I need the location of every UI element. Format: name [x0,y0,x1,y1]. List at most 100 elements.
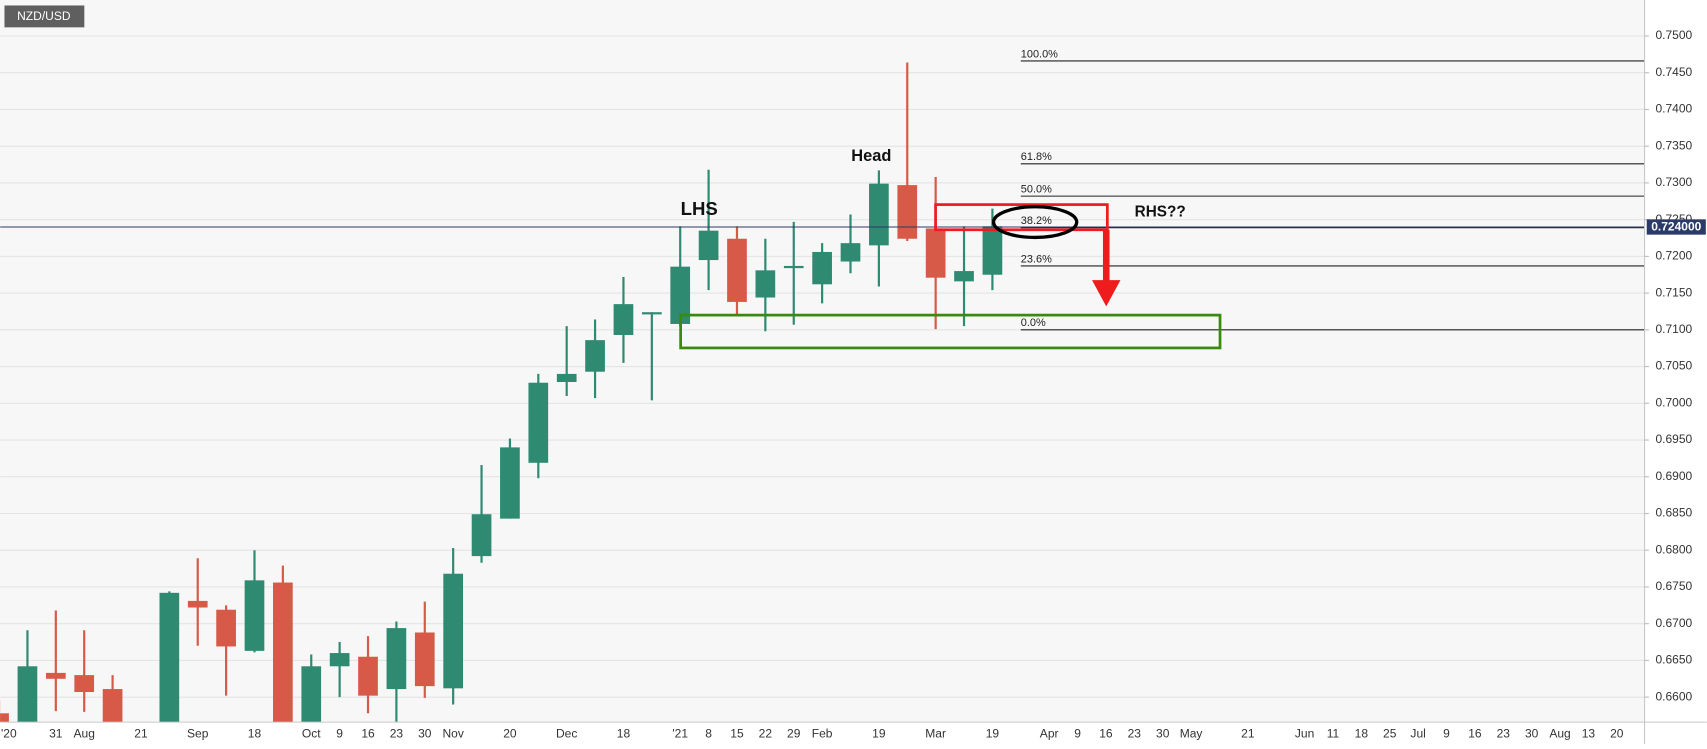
candle-body [556,373,577,382]
candle-body [74,675,95,692]
x-tick-label: 9 [1074,726,1081,740]
x-tick-label: Aug [1549,726,1570,740]
candle-body [386,628,407,690]
x-tick-label: 16 [1099,726,1113,740]
highlight-ellipse [991,205,1079,240]
y-tick-label: 0.6900 [1655,469,1692,483]
x-tick-label: 30 [1156,726,1170,740]
candle-body [273,582,293,723]
candle-body [187,600,208,608]
x-tick-label: Apr [1040,726,1059,740]
candle-body [755,270,776,298]
symbol-badge [4,5,85,28]
candle-body [727,238,747,302]
x-tick-label: 16 [361,726,375,740]
y-tick-label: 0.7100 [1655,322,1692,336]
x-tick-label: 30 [1525,726,1539,740]
candle-body [159,592,180,723]
x-tick-label: 22 [759,726,773,740]
x-tick-label: 25 [1383,726,1397,740]
candle-body [585,340,605,372]
support-box [679,313,1222,350]
x-tick-label: May [1180,726,1203,740]
fib-label: 61.8% [1021,151,1052,163]
x-tick-label: 18 [248,726,262,740]
x-tick-label: 19 [872,726,886,740]
candle-body [528,382,549,463]
overlay: LHS Head RHS?? [679,147,1222,350]
fib-label: 100.0% [1021,48,1058,60]
x-tick-label: Aug [74,726,95,740]
x-tick-label: 29 [787,726,801,740]
candle-body [869,183,889,246]
x-tick-label: Mar [925,726,946,740]
y-tick-label: 0.6950 [1655,432,1692,446]
annotation: Head [851,147,891,165]
x-tick-label: 21 [1241,726,1255,740]
candle-body [471,514,492,557]
candle-body [45,672,66,679]
candle-body [329,653,350,667]
x-tick-label: Nov [442,726,463,740]
y-tick-label: 0.7350 [1655,138,1692,152]
x-tick-label: Jun [1295,726,1314,740]
x-tick-label: 23 [1497,726,1511,740]
x-tick-label: Feb [812,726,833,740]
y-tick-label: 0.7300 [1655,175,1692,189]
x-tick-label: Jul [1410,726,1425,740]
candle-body [641,312,662,315]
current-price-label: 0.724000 [1651,220,1701,234]
y-tick-label: 0.7200 [1655,249,1692,263]
candle-body [358,656,378,696]
resistance-box [934,203,1109,232]
candle-body [840,243,861,262]
fibonacci: 100.0% 61.8% 50.0% 38.2% 23.6% 0.0% [1020,48,1645,331]
x-tick-label: 30 [418,726,432,740]
fib-label: 0.0% [1021,317,1046,329]
candle-body [216,609,236,647]
annotation: LHS [681,198,718,219]
x-tick-label: '21 [672,726,688,740]
x-tick-label: 19 [986,726,1000,740]
x-tick-label: 11 [1327,726,1340,740]
x-tick-label: 13 [1582,726,1596,740]
y-tick-label: 0.7150 [1655,285,1692,299]
candle-body [443,573,464,689]
y-tick-label: 0.6850 [1655,506,1692,520]
x-tick-label: Dec [556,726,577,740]
y-tick-label: 0.7450 [1655,65,1692,79]
y-tick-label: 0.7500 [1655,28,1692,42]
fib-label: 50.0% [1021,183,1052,195]
y-tick-label: 0.7000 [1655,395,1692,409]
arrow-head [1092,280,1121,307]
x-tick-label: '20 [1,726,17,740]
x-tick-label: 21 [134,726,148,740]
y-tick-label: 0.6750 [1655,579,1692,593]
current-price-badge [1646,219,1706,235]
candle-body [414,632,435,687]
candle-body [783,265,804,269]
x-tick-label: 23 [390,726,404,740]
axes: 0.6600 0.6650 0.6700 0.6750 0.6800 0.6850 0.69… [1,28,1706,740]
y-tick-label: 0.7400 [1655,102,1692,116]
candle-body [670,266,691,324]
candle-body [301,666,322,723]
candle-body [17,666,38,723]
y-tick-label: 0.6600 [1655,689,1692,703]
y-tick-label: 0.6700 [1655,616,1692,630]
x-tick-label: 16 [1468,726,1482,740]
x-tick-label: 9 [336,726,343,740]
candle-body [0,713,9,723]
candle-body [102,689,123,723]
x-tick-label: 15 [730,726,744,740]
candle-body [500,447,520,519]
candle-body [897,185,918,239]
y-tick-label: 0.6650 [1655,653,1692,667]
x-tick-label: 18 [1355,726,1369,740]
candle-body [613,304,634,335]
x-tick-label: 20 [1610,726,1624,740]
candle-body [812,251,832,285]
symbol: NZD/USD [17,9,71,23]
x-tick-label: 9 [1443,726,1450,740]
